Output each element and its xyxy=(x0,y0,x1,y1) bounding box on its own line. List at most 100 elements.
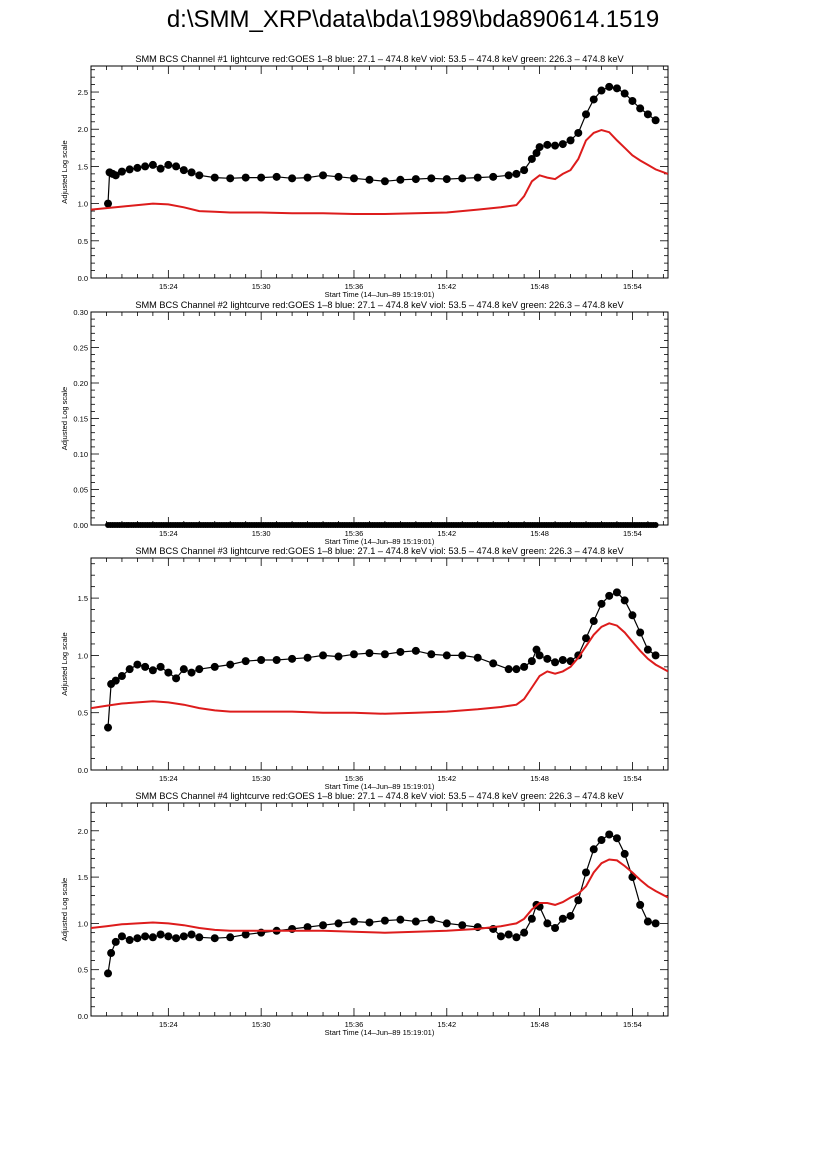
data-point xyxy=(512,665,521,674)
data-point xyxy=(195,171,204,180)
data-point xyxy=(589,845,598,854)
x-tick-label: 15:42 xyxy=(437,774,456,783)
x-tick-label: 15:24 xyxy=(159,774,178,783)
data-point xyxy=(651,116,660,125)
data-point xyxy=(117,672,126,681)
data-point xyxy=(257,655,266,664)
data-point xyxy=(210,173,219,182)
data-point xyxy=(582,110,591,119)
y-axis-label: Adjusted Log scale xyxy=(60,387,69,450)
y-tick-label: 1.0 xyxy=(78,651,88,660)
data-point xyxy=(141,162,150,171)
data-point xyxy=(156,930,165,939)
x-tick-label: 15:30 xyxy=(252,282,271,291)
data-point xyxy=(612,84,621,93)
data-point xyxy=(512,169,521,178)
x-tick-label: 15:48 xyxy=(530,282,549,291)
data-point xyxy=(257,173,266,182)
data-point xyxy=(442,651,451,660)
chart-panel-3: SMM BCS Channel #3 lightcurve red:GOES 1… xyxy=(60,546,669,791)
data-point xyxy=(226,174,235,183)
data-point xyxy=(380,916,389,925)
data-point xyxy=(558,655,567,664)
data-point xyxy=(288,174,297,183)
y-axis-label: Adjusted Log scale xyxy=(60,878,69,941)
data-point xyxy=(272,172,281,181)
chart-panel-2: SMM BCS Channel #2 lightcurve red:GOES 1… xyxy=(60,300,669,546)
y-tick-label: 1.0 xyxy=(78,919,88,928)
data-point xyxy=(535,143,544,152)
data-point xyxy=(164,160,173,169)
x-tick-label: 15:54 xyxy=(623,529,642,538)
data-point xyxy=(241,930,250,939)
data-point xyxy=(651,919,660,928)
data-point xyxy=(111,676,120,685)
data-point xyxy=(111,937,120,946)
data-point xyxy=(141,932,150,941)
x-tick-label: 15:42 xyxy=(437,282,456,291)
data-point xyxy=(574,896,583,905)
data-point xyxy=(628,96,637,105)
data-point xyxy=(651,651,660,660)
y-tick-label: 1.0 xyxy=(78,200,88,209)
data-point xyxy=(473,653,482,662)
data-point xyxy=(558,914,567,923)
y-tick-label: 2.0 xyxy=(78,125,88,134)
x-tick-label: 15:54 xyxy=(623,282,642,291)
x-tick-label: 15:24 xyxy=(159,529,178,538)
y-tick-label: 0.15 xyxy=(73,415,88,424)
x-tick-label: 15:36 xyxy=(345,282,364,291)
data-point xyxy=(319,921,328,930)
data-point xyxy=(612,834,621,843)
data-point xyxy=(643,917,652,926)
data-point xyxy=(543,919,552,928)
data-point xyxy=(133,660,142,669)
y-tick-label: 1.5 xyxy=(78,162,88,171)
data-point xyxy=(179,665,188,674)
y-tick-label: 0.20 xyxy=(73,379,88,388)
data-point xyxy=(349,650,358,659)
x-tick-label: 15:36 xyxy=(345,774,364,783)
data-point xyxy=(241,657,250,666)
data-point xyxy=(605,82,614,91)
x-tick-label: 15:42 xyxy=(437,529,456,538)
data-point xyxy=(427,650,436,659)
data-point xyxy=(520,662,529,671)
y-tick-label: 1.5 xyxy=(78,873,88,882)
data-point xyxy=(334,172,343,181)
data-point xyxy=(652,522,659,528)
data-point xyxy=(597,836,606,845)
chart-title: SMM BCS Channel #4 lightcurve red:GOES 1… xyxy=(135,791,624,801)
y-tick-label: 2.0 xyxy=(78,827,88,836)
data-point xyxy=(551,658,560,667)
data-point xyxy=(396,647,405,656)
data-point xyxy=(551,924,560,933)
data-point xyxy=(172,674,181,683)
data-point xyxy=(605,830,614,839)
data-point xyxy=(125,165,134,174)
x-tick-label: 15:24 xyxy=(159,1020,178,1029)
x-tick-label: 15:36 xyxy=(345,529,364,538)
x-tick-label: 15:36 xyxy=(345,1020,364,1029)
y-tick-label: 0.0 xyxy=(78,766,88,775)
data-point xyxy=(187,668,196,677)
data-point xyxy=(319,171,328,180)
data-point xyxy=(241,173,250,182)
data-point xyxy=(532,149,541,158)
x-axis-label: Start Time (14–Jun–89 15:19:01) xyxy=(325,290,435,299)
data-point xyxy=(504,171,513,180)
y-tick-label: 0.0 xyxy=(78,1012,88,1021)
data-point xyxy=(473,173,482,182)
data-point xyxy=(597,599,606,608)
data-point xyxy=(334,919,343,928)
data-point xyxy=(636,900,645,909)
data-point xyxy=(574,128,583,137)
data-point xyxy=(496,932,505,941)
data-point xyxy=(141,662,150,671)
data-point xyxy=(543,654,552,663)
x-tick-label: 15:48 xyxy=(530,1020,549,1029)
data-point xyxy=(365,649,374,658)
data-point xyxy=(520,166,529,175)
data-point xyxy=(458,921,467,930)
data-point xyxy=(117,932,126,941)
